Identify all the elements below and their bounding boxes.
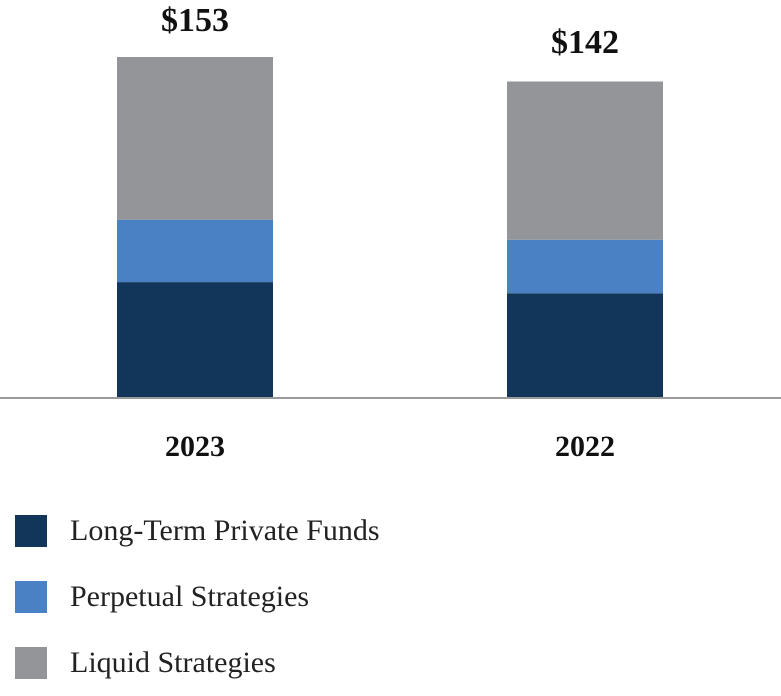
legend-label-liquid-strategies: Liquid Strategies <box>70 646 276 679</box>
total-label-2023: $153 <box>161 2 229 39</box>
total-label-2022: $142 <box>551 24 619 61</box>
legend-swatch-long-term-private-funds <box>15 515 47 547</box>
stacked-bar-chart: $153 $142 2023 2022 <box>0 2 781 463</box>
bar-2022-liquid-strategies <box>507 81 663 240</box>
legend-item-long-term-private-funds: Long-Term Private Funds <box>15 498 380 564</box>
bars-group <box>117 57 663 398</box>
legend-label-long-term-private-funds: Long-Term Private Funds <box>70 514 380 547</box>
bar-2023-long-term-private-funds <box>117 282 273 398</box>
legend-label-perpetual-strategies: Perpetual Strategies <box>70 580 310 613</box>
legend-swatch-perpetual-strategies <box>15 581 47 613</box>
category-label-2022: 2022 <box>555 430 615 463</box>
bar-2022-long-term-private-funds <box>507 293 663 398</box>
bar-2022-perpetual-strategies <box>507 239 663 294</box>
legend-item-liquid-strategies: Liquid Strategies <box>15 630 380 696</box>
legend-swatch-liquid-strategies <box>15 647 47 679</box>
bar-2023-perpetual-strategies <box>117 219 273 283</box>
category-label-2023: 2023 <box>165 430 225 463</box>
legend: Long-Term Private Funds Perpetual Strate… <box>15 498 380 696</box>
bar-2023-liquid-strategies <box>117 57 273 220</box>
legend-item-perpetual-strategies: Perpetual Strategies <box>15 564 380 630</box>
